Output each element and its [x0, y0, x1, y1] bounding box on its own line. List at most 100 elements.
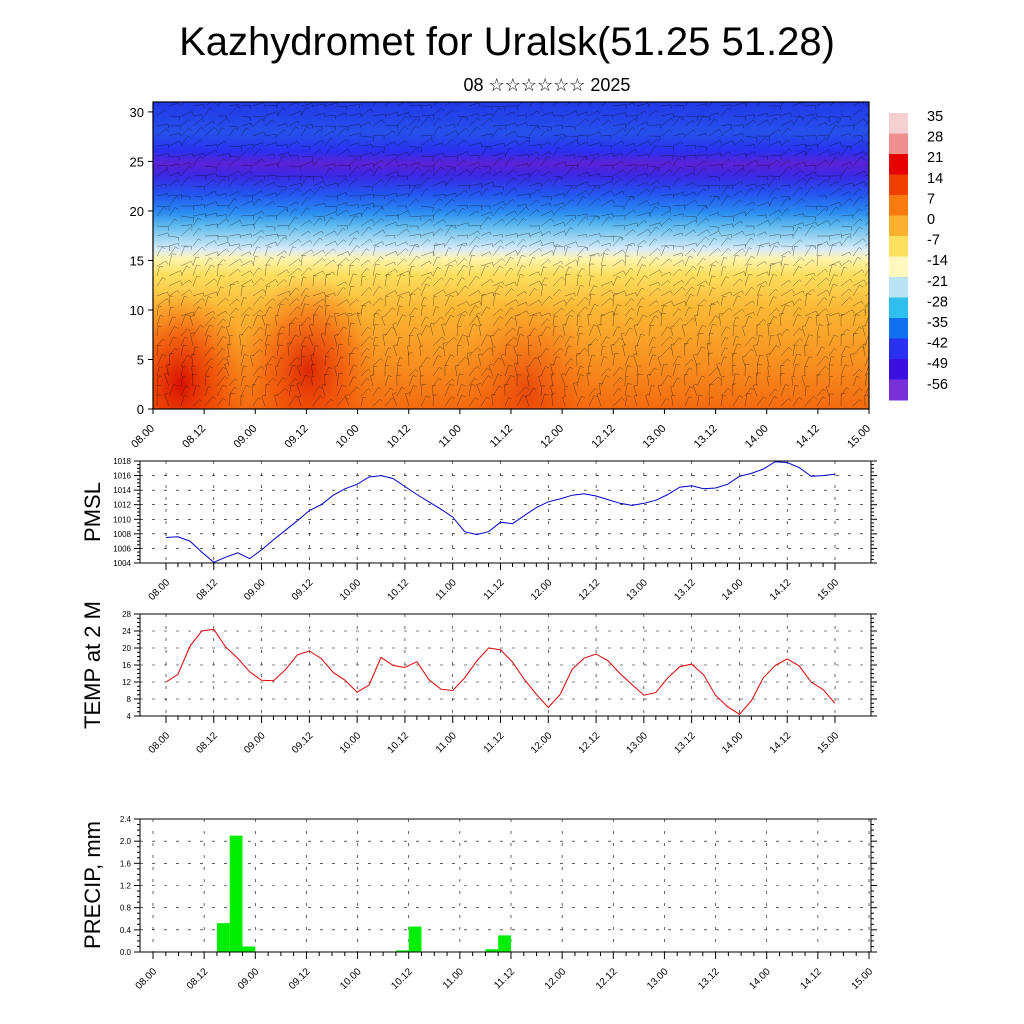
- y-tick-label: 15: [130, 253, 144, 268]
- y-tick-label: 1018: [113, 457, 131, 466]
- colorbar-swatch: [889, 154, 908, 175]
- x-tick-label: 13.12: [672, 577, 698, 603]
- colorbar-label: -14: [927, 253, 948, 269]
- y-tick-label: 24: [122, 627, 131, 636]
- precip-bar: [242, 946, 256, 952]
- x-tick-label: 14.00: [743, 423, 771, 451]
- colorbar-label: 0: [927, 212, 935, 228]
- x-tick-label: 08.00: [147, 730, 173, 756]
- page-title: Kazhydromet for Uralsk(51.25 51.28): [179, 20, 835, 64]
- x-tick-label: 12.00: [529, 730, 555, 756]
- y-tick-label: 2.4: [120, 815, 132, 824]
- x-tick-label: 13.00: [641, 423, 669, 451]
- colorbar-swatch: [889, 174, 908, 196]
- colorbar-label: 7: [927, 191, 935, 207]
- temp-line: [165, 628, 836, 715]
- colorbar-swatch: [889, 297, 908, 319]
- x-tick-label: 12.00: [529, 577, 555, 603]
- y-tick-label: 5: [137, 352, 144, 367]
- x-tick-label: 12.00: [538, 423, 566, 451]
- y-tick-label: 1.6: [120, 859, 132, 868]
- x-tick-label: 08.12: [185, 966, 211, 992]
- x-tick-label: 08.12: [180, 423, 208, 451]
- x-tick-label: 14.12: [768, 577, 794, 603]
- warm-core: [153, 289, 251, 409]
- x-tick-label: 09.00: [231, 423, 259, 451]
- panel-frame: [139, 460, 872, 564]
- y-tick-label: 1004: [113, 559, 131, 568]
- colorbar-swatch: [889, 133, 908, 155]
- precip-bar: [485, 949, 499, 952]
- x-tick-label: 13.12: [672, 730, 698, 756]
- x-tick-label: 14.12: [794, 423, 822, 451]
- section-field: [153, 102, 869, 409]
- x-tick-label: 11.00: [437, 423, 464, 450]
- y-tick-label: 1012: [113, 501, 131, 510]
- y-axis-title: PMSL: [80, 482, 105, 542]
- colorbar-swatch: [889, 256, 908, 278]
- warm-core: [238, 274, 379, 409]
- x-tick-label: 08.00: [134, 966, 160, 992]
- x-tick-label: 13.00: [625, 577, 651, 603]
- y-tick-label: 16: [122, 661, 131, 670]
- x-tick-label: 10.00: [338, 730, 364, 756]
- x-tick-label: 09.12: [283, 423, 311, 451]
- x-tick-label: 15.00: [816, 730, 842, 756]
- x-tick-label: 14.12: [799, 966, 825, 992]
- precip-bar: [395, 950, 409, 952]
- precip-bar: [498, 935, 511, 952]
- page-subtitle: 08 ☆☆☆☆☆☆ 2025: [464, 75, 631, 95]
- colorbar-label: 28: [927, 130, 943, 146]
- colorbar-label: -56: [927, 377, 948, 393]
- x-tick-label: 11.00: [441, 966, 466, 991]
- x-tick-label: 08.00: [147, 577, 173, 603]
- colorbar-swatch: [889, 195, 908, 216]
- y-tick-label: 1016: [113, 472, 131, 481]
- x-tick-label: 12.12: [577, 577, 603, 603]
- colorbar-swatch: [889, 277, 908, 298]
- x-tick-label: 11.00: [434, 730, 459, 755]
- y-tick-label: 10: [130, 303, 144, 318]
- x-tick-label: 09.00: [236, 966, 262, 992]
- x-tick-label: 11.12: [482, 577, 507, 602]
- x-tick-label: 13.12: [692, 423, 720, 451]
- precip-bar: [216, 923, 230, 952]
- x-tick-label: 13.00: [625, 730, 651, 756]
- x-tick-label: 13.00: [645, 966, 671, 992]
- colorbar-label: 35: [927, 109, 943, 125]
- y-tick-label: 12: [122, 678, 131, 687]
- y-tick-label: 0.4: [120, 926, 132, 935]
- colorbar-swatch: [889, 215, 908, 237]
- x-tick-label: 11.12: [492, 966, 517, 991]
- y-tick-label: 25: [130, 154, 144, 169]
- x-tick-label: 14.00: [747, 966, 773, 992]
- colorbar-swatch: [889, 113, 908, 134]
- pmsl-line: [165, 461, 836, 563]
- x-tick-label: 15.00: [850, 966, 876, 992]
- precip-bar: [408, 926, 422, 952]
- y-tick-label: 1.2: [120, 882, 132, 891]
- colorbar-swatch: [889, 338, 908, 360]
- colorbar-swatch: [889, 318, 908, 339]
- x-tick-label: 09.00: [242, 577, 268, 603]
- x-tick-label: 08.00: [129, 423, 157, 451]
- colorbar-label: 21: [927, 150, 943, 166]
- x-tick-label: 11.12: [488, 423, 515, 450]
- x-tick-label: 08.12: [194, 730, 220, 756]
- x-tick-label: 14.00: [720, 730, 746, 756]
- y-tick-label: 28: [122, 610, 131, 619]
- y-tick-label: 30: [130, 105, 144, 120]
- x-tick-label: 10.12: [389, 966, 415, 992]
- x-tick-label: 09.12: [290, 730, 316, 756]
- x-tick-label: 10.12: [386, 577, 412, 603]
- x-tick-label: 10.00: [334, 423, 362, 451]
- x-tick-label: 12.12: [594, 966, 620, 992]
- x-tick-label: 09.12: [290, 577, 316, 603]
- x-tick-label: 15.00: [816, 577, 842, 603]
- colorbar-label: -42: [927, 336, 948, 352]
- y-tick-label: 0: [137, 402, 144, 417]
- x-tick-label: 12.00: [543, 966, 569, 992]
- colorbar-swatch: [889, 359, 908, 380]
- wind-barbs: [156, 102, 869, 407]
